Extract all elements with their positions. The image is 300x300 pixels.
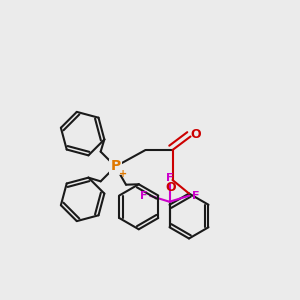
Text: F: F xyxy=(166,173,173,183)
Text: O: O xyxy=(166,181,176,194)
Text: +: + xyxy=(119,169,127,179)
Text: F: F xyxy=(192,191,200,201)
Text: P: P xyxy=(110,160,121,173)
Text: O: O xyxy=(190,128,201,142)
Text: F: F xyxy=(140,191,147,201)
